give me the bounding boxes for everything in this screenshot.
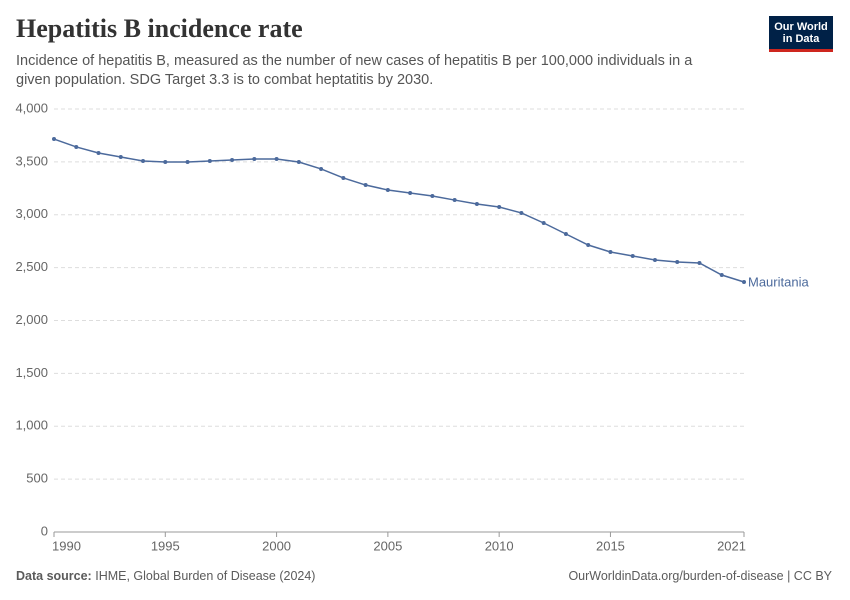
point <box>341 175 346 180</box>
y-tick-label: 4,000 <box>15 100 48 115</box>
point <box>319 166 324 171</box>
y-tick-label: 500 <box>26 471 48 486</box>
point <box>118 155 123 160</box>
x-tick-label: 1990 <box>52 538 81 553</box>
point <box>96 150 101 155</box>
point <box>185 159 190 164</box>
line <box>53 138 745 283</box>
point <box>163 159 168 164</box>
y-tick-label: 1,000 <box>15 418 48 433</box>
point <box>452 198 457 203</box>
source-url[interactable]: OurWorldinData.org/burden-of-disease | C… <box>568 569 832 583</box>
x-tick-label: 2010 <box>485 538 514 553</box>
point <box>207 159 212 164</box>
point <box>652 258 657 263</box>
point <box>74 144 79 149</box>
point <box>675 260 680 265</box>
y-tick-label: 1,500 <box>15 365 48 380</box>
point <box>52 137 56 142</box>
point <box>274 157 279 162</box>
y-tick-label: 3,000 <box>15 206 48 221</box>
point <box>230 157 235 162</box>
x-tick-label: 2015 <box>596 538 625 553</box>
series-label: Mauritania <box>748 274 809 289</box>
y-tick-label: 0 <box>41 523 48 538</box>
y-tick-label: 2,500 <box>15 259 48 274</box>
source-text: IHME, Global Burden of Disease (2024) <box>95 569 316 583</box>
y-tick-label: 2,000 <box>15 312 48 327</box>
point <box>474 201 479 206</box>
x-tick-label: 1995 <box>151 538 180 553</box>
point <box>141 159 146 164</box>
y-tick-label: 3,500 <box>15 153 48 168</box>
point <box>497 205 502 210</box>
point <box>586 242 591 247</box>
chart-title: Hepatitis B incidence rate <box>16 14 303 43</box>
point <box>252 157 257 162</box>
point <box>385 188 390 193</box>
source-label: Data source: <box>16 569 92 583</box>
x-tick-label: 2021 <box>717 538 746 553</box>
point <box>719 273 724 278</box>
chart-subtitle: Incidence of hepatitis B, measured as th… <box>16 53 693 88</box>
point <box>363 183 368 188</box>
point <box>430 194 435 199</box>
point <box>519 210 524 215</box>
source: Data source: IHME, Global Burden of Dise… <box>16 569 315 583</box>
logo[interactable]: Our World in Data <box>769 16 833 52</box>
point <box>563 231 568 236</box>
point <box>630 253 635 258</box>
point <box>742 280 746 285</box>
point <box>408 190 413 195</box>
point <box>697 260 702 265</box>
point <box>608 249 613 254</box>
x-tick-label: 2000 <box>262 538 291 553</box>
x-tick-label: 2005 <box>373 538 402 553</box>
point <box>541 220 546 225</box>
point <box>296 159 301 164</box>
